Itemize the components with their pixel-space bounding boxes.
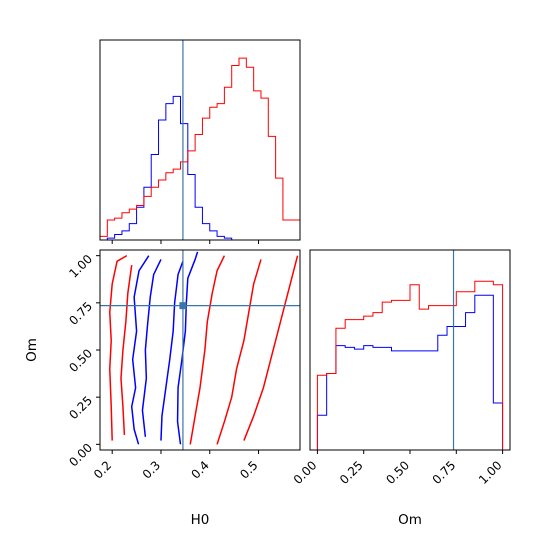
contour-series-1 xyxy=(189,255,226,445)
hist-h0-panel xyxy=(99,39,301,244)
joint-ytick-label: 0.50 xyxy=(66,346,95,375)
hist-om-xtick-label: 1.00 xyxy=(476,458,505,487)
hist-h0-frame xyxy=(99,39,301,241)
hist-om-frame xyxy=(309,249,511,451)
hist-h0-series-1 xyxy=(99,57,301,240)
contour-series-0 xyxy=(130,255,150,445)
joint-frame xyxy=(99,249,301,451)
hist-om-series-1 xyxy=(316,280,504,450)
hist-om-xtick-label: 0.25 xyxy=(337,458,366,487)
contour-series-0 xyxy=(141,259,162,437)
joint-ytick-label: 0.25 xyxy=(66,393,95,422)
hist-om-xtick-label: 0.00 xyxy=(291,458,320,487)
joint-xtick-label: 0.5 xyxy=(237,458,260,481)
contour-series-1 xyxy=(216,259,262,445)
truth-marker xyxy=(179,302,187,310)
hist-om-xtick-label: 0.75 xyxy=(430,458,459,487)
hist-om-panel: 0.00 0.25 0.50 0.75 1.00 xyxy=(291,249,511,487)
joint-ytick-label: 0.75 xyxy=(66,299,95,328)
joint-xtick-label: 0.3 xyxy=(140,458,163,481)
contour-series-1 xyxy=(109,255,128,441)
contour-series-1 xyxy=(120,264,133,435)
hist-h0-series-0 xyxy=(100,95,300,241)
joint-ylabel: Om xyxy=(24,338,40,362)
joint-xtick-label: 0.2 xyxy=(91,458,114,481)
hist-om-xtick-label: 0.50 xyxy=(383,458,412,487)
contour-series-0 xyxy=(176,251,199,445)
joint-ytick-label: 1.00 xyxy=(66,252,95,281)
joint-h0-om-panel: 0.2 0.3 0.4 0.5 0.00 0.25 0.50 0.75 1.00 xyxy=(66,249,301,482)
joint-xtick-label: 0.4 xyxy=(188,458,211,481)
contour-series-1 xyxy=(243,255,299,441)
joint-contours xyxy=(109,251,299,445)
joint-xlabel: H0 xyxy=(191,512,210,528)
contour-series-0 xyxy=(160,261,184,441)
hist-om-xlabel: Om xyxy=(398,512,422,528)
joint-ytick-label: 0.00 xyxy=(66,441,95,470)
hist-om-series-0 xyxy=(316,294,504,450)
